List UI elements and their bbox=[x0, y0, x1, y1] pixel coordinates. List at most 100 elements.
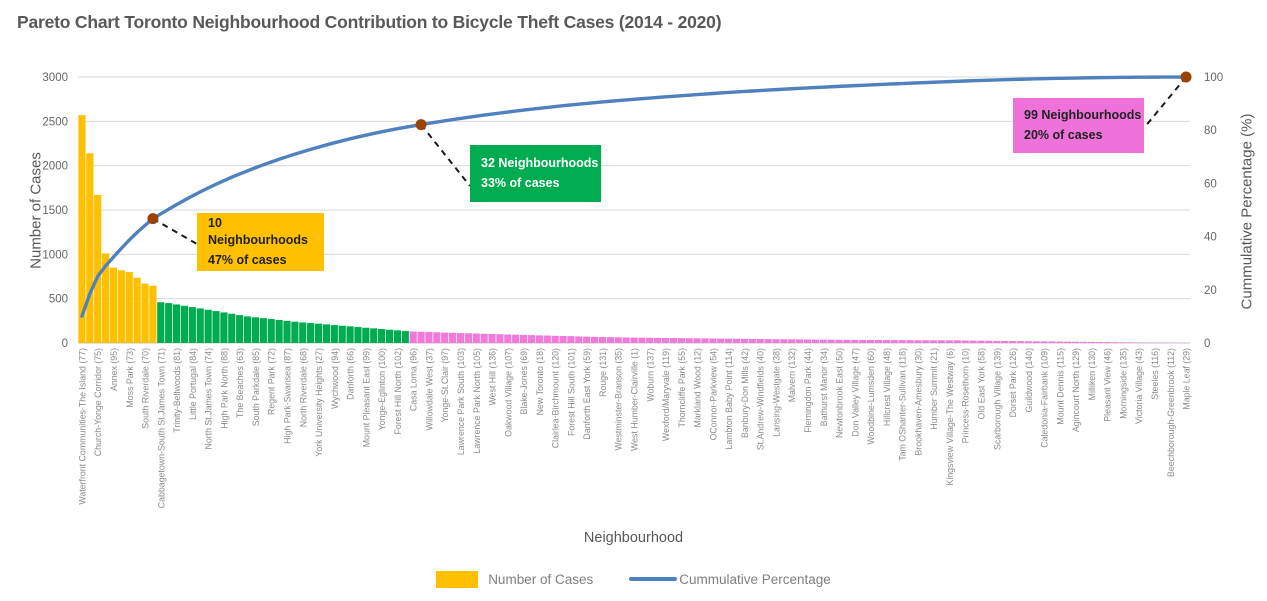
bar bbox=[646, 337, 654, 343]
bar bbox=[1016, 341, 1025, 343]
x-tick-label: Newtonbrook East (50) bbox=[835, 348, 845, 438]
x-tick-label: Maple Leaf (29) bbox=[1182, 348, 1192, 410]
bar bbox=[622, 337, 630, 343]
bar bbox=[472, 333, 480, 343]
bar bbox=[102, 253, 110, 343]
y-tick-label-left: 1500 bbox=[42, 205, 68, 217]
legend-line-swatch bbox=[629, 577, 678, 581]
bar bbox=[661, 337, 670, 343]
x-tick-label: Danforth (66) bbox=[346, 348, 356, 400]
x-tick-label: Blake-Jones (69) bbox=[519, 348, 529, 415]
x-tick-label: Pleasant View (46) bbox=[1103, 348, 1113, 422]
x-tick-label: Yonge-Eglinton (100) bbox=[377, 348, 387, 430]
bar bbox=[583, 336, 591, 343]
bar bbox=[338, 325, 346, 343]
x-tick-label: North St.James Town (74) bbox=[204, 348, 214, 450]
bar bbox=[551, 335, 559, 343]
bar bbox=[835, 339, 843, 343]
bar bbox=[109, 267, 118, 343]
x-tick-label: Princess-Rosethorn (10) bbox=[961, 348, 971, 443]
bar bbox=[149, 285, 157, 343]
bar bbox=[196, 308, 204, 343]
x-tick-label: Mount Pleasant East (99) bbox=[361, 348, 371, 447]
x-tick-label: Oakwood Village (107) bbox=[503, 348, 513, 437]
bar bbox=[117, 270, 125, 343]
bar bbox=[1008, 341, 1017, 343]
bar bbox=[409, 331, 417, 343]
bar bbox=[480, 333, 488, 343]
annotation-line-2: 47% of cases bbox=[208, 252, 287, 267]
bar bbox=[630, 337, 638, 343]
x-tick-label: Dorset Park (126) bbox=[1008, 348, 1018, 417]
x-tick-label: Victoria Village (43) bbox=[1134, 348, 1144, 424]
bar bbox=[1072, 341, 1080, 343]
bar bbox=[291, 321, 299, 343]
bar bbox=[1127, 342, 1135, 343]
bar bbox=[827, 339, 835, 343]
bar bbox=[748, 338, 756, 343]
bar bbox=[236, 315, 244, 343]
x-tick-label: Yonge-St.Clair (97) bbox=[440, 348, 450, 423]
bar bbox=[1095, 342, 1103, 343]
bar bbox=[788, 339, 796, 343]
x-tick-label: Thorncliffe Park (55) bbox=[677, 348, 687, 428]
x-tick-label: Wychwood (94) bbox=[330, 348, 340, 409]
x-tick-label: Lawrence Park North (105) bbox=[472, 348, 482, 454]
bar bbox=[1056, 341, 1064, 343]
bar bbox=[1087, 341, 1096, 343]
chart-title: Pareto Chart Toronto Neighbourhood Contr… bbox=[17, 12, 722, 32]
annotation-marker-dot bbox=[415, 119, 427, 131]
bar bbox=[385, 329, 394, 343]
chart-legend: Number of Cases Cummulative Percentage bbox=[0, 566, 1267, 592]
bar bbox=[543, 335, 551, 343]
bar bbox=[993, 340, 1001, 343]
bar bbox=[669, 338, 678, 343]
x-tick-label: Danforth East York (59) bbox=[582, 348, 592, 440]
x-tick-label: Banbury-Don Mills (42) bbox=[740, 348, 750, 438]
annotation-connector bbox=[420, 123, 471, 187]
bar bbox=[922, 340, 930, 343]
bar bbox=[977, 340, 985, 343]
annotation-connector bbox=[1143, 76, 1187, 129]
bar bbox=[496, 334, 504, 343]
x-tick-label: High Park North (88) bbox=[219, 348, 229, 429]
x-tick-label: Markland Wood (12) bbox=[693, 348, 703, 428]
x-tick-label: St.Andrew-Windfields (40) bbox=[756, 348, 766, 450]
bar bbox=[354, 327, 362, 343]
x-tick-label: Lambton Baby Point (114) bbox=[724, 348, 734, 450]
bar bbox=[693, 338, 701, 343]
bar bbox=[464, 333, 472, 343]
y-tick-label-right: 60 bbox=[1204, 178, 1217, 190]
y-tick-label-right: 40 bbox=[1204, 232, 1217, 244]
cumulative-line bbox=[80, 75, 1188, 318]
bar bbox=[598, 336, 607, 343]
bar bbox=[1001, 340, 1009, 343]
bar bbox=[449, 332, 457, 343]
bar bbox=[953, 340, 961, 343]
bar bbox=[370, 328, 378, 343]
x-tick-label: High Park-Swansea (87) bbox=[282, 348, 292, 444]
legend-bar-swatch bbox=[436, 570, 479, 588]
x-tick-label: South Riverdale (70) bbox=[141, 348, 151, 429]
x-tick-label: Clairlea-Birchmount (120) bbox=[551, 348, 561, 448]
annotation-connector bbox=[152, 217, 198, 245]
x-tick-label: Brookhaven-Amesbury (30) bbox=[913, 348, 923, 456]
annotation-line-2: 20% of cases bbox=[1024, 128, 1103, 142]
annotation-32-neighbourhoods: 32 Neighbourhoods 33% of cases bbox=[470, 145, 601, 202]
x-tick-label: Hillcrest Village (48) bbox=[882, 348, 892, 426]
bar bbox=[125, 272, 133, 343]
x-axis-title: Neighbourhood bbox=[583, 530, 684, 546]
x-tick-label: Bathurst Manor (34) bbox=[819, 348, 829, 426]
bar bbox=[945, 340, 954, 343]
bar bbox=[512, 334, 520, 343]
x-tick-label: Humber Summit (21) bbox=[929, 348, 939, 430]
bar bbox=[803, 339, 812, 343]
bar bbox=[299, 322, 307, 343]
bar bbox=[606, 337, 614, 343]
x-tick-label: Rouge (131) bbox=[598, 348, 608, 397]
annotation-marker-dot bbox=[1180, 71, 1192, 83]
x-tick-label: Morningside (135) bbox=[1118, 348, 1128, 419]
y-tick-label-left: 1000 bbox=[42, 249, 68, 261]
x-tick-label: Westminster-Branson (35) bbox=[614, 348, 624, 451]
